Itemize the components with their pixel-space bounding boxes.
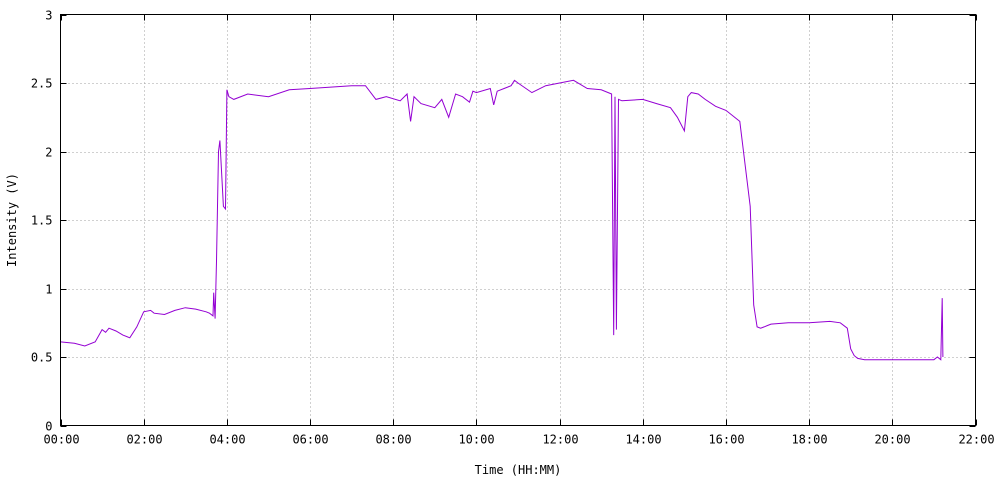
axis-ticks [60,14,977,427]
y-tick-label: 2.5 [31,77,53,91]
y-tick-label: 0 [45,420,52,434]
x-tick-label: 00:00 [43,433,79,447]
x-tick-labels: 00:00 02:00 04:00 06:00 08:00 10:00 12:00 14:00… [43,433,994,447]
x-axis-title: Time (HH:MM) [475,463,562,477]
x-tick-label: 02:00 [126,433,162,447]
y-tick-label: 0.5 [31,351,53,365]
y-tick-label: 1.5 [31,214,53,228]
plot-frame [60,14,976,426]
y-tick-label: 3 [45,9,52,23]
y-tick-label: 1 [45,283,52,297]
series-layer [60,79,944,361]
x-tick-label: 08:00 [375,433,411,447]
y-tick-label: 2 [45,146,52,160]
x-tick-label: 10:00 [458,433,494,447]
y-tick-labels: 0 0.5 1 1.5 2 2.5 3 [31,9,53,434]
series-line [60,79,944,361]
x-tick-label: 06:00 [292,433,328,447]
x-tick-label: 14:00 [625,433,661,447]
x-tick-label: 22:00 [958,433,994,447]
y-axis-title: Intensity (V) [5,173,19,267]
x-tick-label: 20:00 [874,433,910,447]
x-tick-label: 04:00 [209,433,245,447]
grid-lines [60,14,976,426]
x-tick-label: 12:00 [542,433,578,447]
x-tick-label: 16:00 [708,433,744,447]
x-tick-label: 18:00 [791,433,827,447]
